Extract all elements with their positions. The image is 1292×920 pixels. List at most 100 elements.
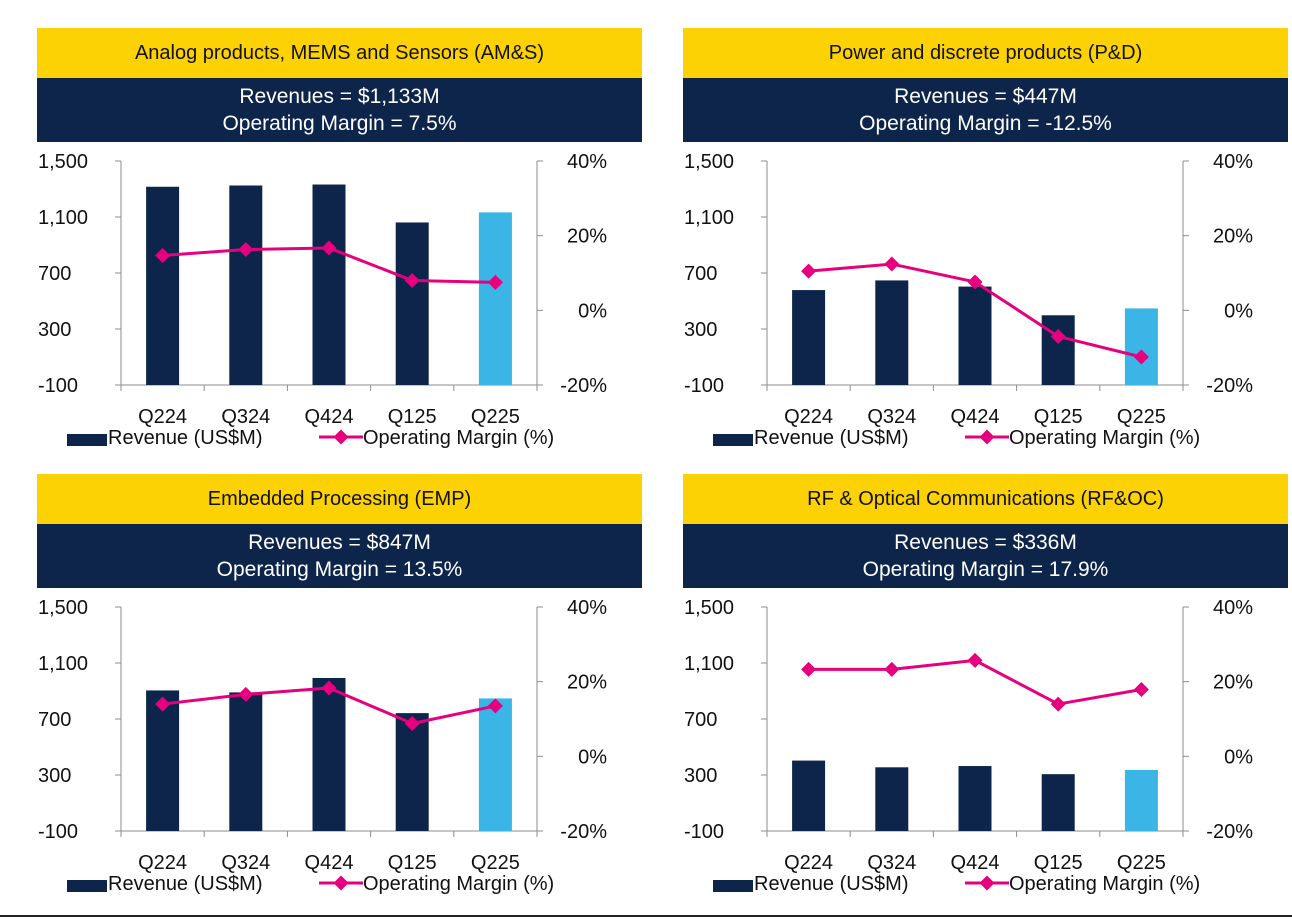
x-tick-label: Q225 [1117,852,1166,874]
left-tick-label: 700 [38,263,71,285]
margin-marker [884,256,900,272]
left-tick-label: 1,100 [38,207,88,229]
revenue-bar [312,677,346,831]
revenues-summary: Revenues = $1,133M [239,85,440,108]
legend-revenue-swatch [713,434,753,446]
panel-title: Embedded Processing (EMP) [37,474,642,524]
x-tick-label: Q424 [305,406,354,428]
margin-marker [238,686,254,702]
x-tick-label: Q324 [221,406,270,428]
panel-emp: Embedded Processing (EMP) Revenues = $84… [37,474,642,904]
legend-margin-marker [979,875,995,891]
margin-marker [155,696,171,712]
chart-emp: 1,500 1,100 700 300 -100 40% 20% 0% -20% Q224 Q324… [38,597,607,895]
left-tick-label: 1,100 [684,207,734,229]
revenue-bar [312,184,346,385]
legend-revenue-label: Revenue (US$M) [108,873,263,895]
revenue-bar [792,290,826,385]
margin-marker [1133,349,1149,365]
left-tick-label: -100 [684,821,724,843]
margin-marker [801,661,817,677]
x-tick-label: Q225 [471,852,520,874]
x-tick-label: Q424 [305,852,354,874]
margin-marker [801,263,817,279]
revenue-bar [1041,315,1075,385]
x-tick-label: Q224 [784,406,833,428]
right-tick-label: 0% [578,746,607,768]
x-tick-label: Q125 [388,852,437,874]
left-tick-label: 300 [684,319,717,341]
legend-revenue-swatch [713,880,753,892]
right-tick-label: 40% [567,151,607,173]
x-tick-label: Q225 [471,406,520,428]
margin-marker [404,715,420,731]
right-tick-label: 40% [1213,597,1253,619]
panel-title: RF & Optical Communications (RF&OC) [683,474,1288,524]
revenue-bar [395,222,429,385]
left-tick-label: 1,500 [684,151,734,173]
margin-marker [1133,682,1149,698]
left-tick-label: -100 [684,375,724,397]
right-tick-label: 20% [567,672,607,694]
x-tick-label: Q424 [951,852,1000,874]
right-tick-label: -20% [1206,821,1253,843]
revenue-bar [229,692,263,831]
revenue-bar [875,767,909,831]
margin-marker [967,274,983,290]
left-tick-label: 700 [38,709,71,731]
panel-ams: Analog products, MEMS and Sensors (AM&S)… [37,28,642,458]
panel-title: Analog products, MEMS and Sensors (AM&S) [37,28,642,78]
x-tick-label: Q224 [784,852,833,874]
left-tick-label: 1,500 [684,597,734,619]
legend-margin-label: Operating Margin (%) [1009,427,1200,449]
revenue-bar [1041,774,1075,831]
margin-marker [1050,328,1066,344]
margin-marker [884,661,900,677]
revenue-bar [958,286,992,385]
x-tick-label: Q125 [1034,852,1083,874]
x-tick-label: Q224 [138,852,187,874]
legend-margin-marker [333,429,349,445]
margin-marker [321,240,337,256]
summary-box: Revenues = $1,133M Operating Margin = 7.… [37,78,642,142]
revenues-summary: Revenues = $447M [894,85,1077,108]
left-tick-label: -100 [38,821,78,843]
legend-margin-marker [979,429,995,445]
right-tick-label: 20% [567,226,607,248]
chart-pd: 1,500 1,100 700 300 -100 40% 20% 0% -20% Q224 Q324… [684,151,1253,449]
right-tick-label: 40% [1213,151,1253,173]
right-tick-label: -20% [560,821,607,843]
panel-title: Power and discrete products (P&D) [683,28,1288,78]
x-tick-label: Q225 [1117,406,1166,428]
right-tick-label: 20% [1213,226,1253,248]
margin-marker [487,274,503,290]
left-tick-label: 1,500 [38,597,88,619]
left-tick-label: 1,500 [38,151,88,173]
left-tick-label: -100 [38,375,78,397]
legend-margin-label: Operating Margin (%) [1009,873,1200,895]
revenue-bar [875,280,909,385]
revenue-bar [395,713,429,831]
legend-margin-marker [333,875,349,891]
summary-box: Revenues = $336M Operating Margin = 17.9… [683,524,1288,588]
legend-margin-label: Operating Margin (%) [363,873,554,895]
margin-marker [155,247,171,263]
x-tick-label: Q424 [951,406,1000,428]
legend-revenue-swatch [67,434,107,446]
revenue-bar [958,766,992,831]
left-tick-label: 1,100 [684,653,734,675]
panel-pd: Power and discrete products (P&D) Revenu… [683,28,1288,458]
margin-marker [404,272,420,288]
revenue-bar [792,760,826,831]
margin-marker [967,652,983,668]
margin-summary: Operating Margin = 13.5% [216,558,463,581]
right-tick-label: 20% [1213,672,1253,694]
summary-box: Revenues = $847M Operating Margin = 13.5… [37,524,642,588]
revenue-bar [146,186,180,385]
revenue-bar [1124,308,1158,385]
chart-ams: 1,500 1,100 700 300 -100 40% 20% 0% -20% Q224 Q324… [38,151,607,449]
left-tick-label: 1,100 [38,653,88,675]
legend-margin-label: Operating Margin (%) [363,427,554,449]
margin-summary: Operating Margin = 17.9% [862,558,1109,581]
legend-revenue-swatch [67,880,107,892]
